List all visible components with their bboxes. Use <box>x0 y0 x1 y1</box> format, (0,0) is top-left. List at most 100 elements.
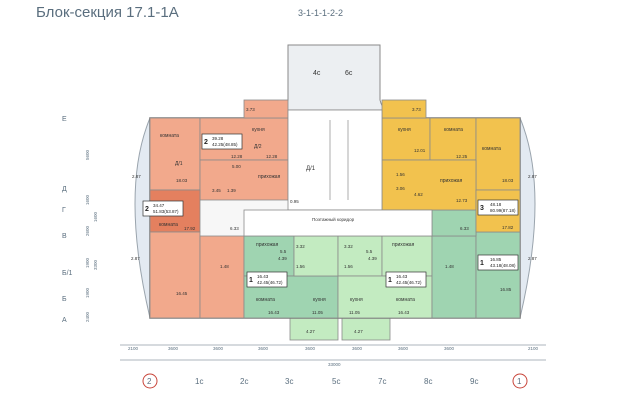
apt-mid-right-room-label: комната <box>396 297 415 303</box>
apt-mid-right-bath-area: 4.39 <box>368 256 377 261</box>
bottom-dims: 2100 3600 3600 3600 3600 3600 3600 3600 … <box>128 346 539 367</box>
apt-mid-left-area-total: 42.45(46.72) <box>257 280 283 285</box>
left-dim-6: 3300 <box>93 259 98 270</box>
apt-right-top-room3-area: 17.82 <box>502 225 514 230</box>
apt-mid-left-bath3-area: 1.56 <box>296 264 305 269</box>
apt-left-top-side-balcony: 2.87 <box>132 174 141 179</box>
axis-col-2c: 2с <box>240 377 248 386</box>
apt-mid-left-wc-area: 1.48 <box>220 264 229 269</box>
bottom-dim-9: 2100 <box>528 346 539 351</box>
apt-left-top-kitchen2-area: 12.28 <box>266 154 278 159</box>
apt-right-top-balcony <box>381 99 427 119</box>
apt-right-top-kitchen <box>381 117 431 161</box>
apt-mid-right-room-area: 16.43 <box>398 310 410 315</box>
apt-right-bottom-room-area: 16.85 <box>500 287 512 292</box>
apt-left-top-hall-area: 5.00 <box>232 164 241 169</box>
core-label: Д/1 <box>306 166 316 172</box>
apt-left-top-badge <box>201 133 243 150</box>
apt-left-top-hall <box>199 159 289 201</box>
apt-right-top-kitchen-area: 12.01 <box>414 148 426 153</box>
bottom-balcony-right <box>341 317 391 341</box>
stair-tower <box>285 44 387 111</box>
bottom-dim-1: 2100 <box>128 346 139 351</box>
right-bay-window <box>519 117 536 319</box>
apt-mid-left-balcony-area: 4.27 <box>306 329 315 334</box>
axis-row-b: Б <box>62 296 67 303</box>
axis-col-1: 1 <box>517 377 522 386</box>
apt-right-bottom-side-balcony: 2.87 <box>528 256 537 261</box>
apt-mid-right-badge <box>385 271 427 288</box>
left-bay-window <box>134 117 151 319</box>
apt-left-top-d2: Д/2 <box>254 144 262 150</box>
axis-row-v: В <box>62 233 67 240</box>
apt-right-top-room2-area: 12.25 <box>456 154 468 159</box>
apt-mid-right-kitchen-area: 11.05 <box>349 310 360 315</box>
bottom-dim-4: 3600 <box>258 346 269 351</box>
apt-mid-left-bath-area: 4.39 <box>278 256 287 261</box>
apt-right-bottom-area-main: 16.85 <box>490 257 502 262</box>
apt-mid-left-hall-label: прихожая <box>256 242 279 248</box>
axis-col-9c: 9с <box>470 377 478 386</box>
apt-right-top-area-total: 80.99(87.18) <box>490 208 516 213</box>
axis-row-g: Г <box>62 207 66 214</box>
apt-right-top-bath-area: 3.06 <box>396 186 405 191</box>
apt-left-mid-room-area: 17.92 <box>184 226 196 231</box>
apt-left-top-wc-area: 1.39 <box>227 188 236 193</box>
apt-left-top-d1: Д/1 <box>175 161 183 167</box>
bottom-dim-3: 3600 <box>213 346 224 351</box>
apt-mid-right-hall-area: 5.5 <box>366 249 373 254</box>
apt-left-mid-area-main: 34.47 <box>153 203 165 208</box>
apt-right-top-kitchen-label: кухня <box>398 127 411 133</box>
apt-left-top-room <box>149 117 201 191</box>
apt-right-top-badge <box>477 199 519 216</box>
apt-left-mid-room2-area: 16.45 <box>176 291 188 296</box>
apt-right-top-hall-label: прихожая <box>440 178 463 184</box>
apt-left-mid-room-label: комната <box>159 222 178 228</box>
axis-circle-2 <box>142 373 158 389</box>
sheet-title: Блок-секция 17.1-1А <box>36 4 179 21</box>
apt-left-mid-kitchen <box>199 235 245 319</box>
apt-left-top-area-main: 39.28 <box>212 136 224 141</box>
axis-col-2: 2 <box>147 377 152 386</box>
left-dim-2: 1600 <box>85 194 90 205</box>
axis-col-8c: 8с <box>424 377 432 386</box>
bottom-dim-total: 33000 <box>328 362 341 367</box>
left-dim-1: 5600 <box>85 149 90 160</box>
bottom-dim-6: 3600 <box>352 346 363 351</box>
bottom-axis: 2 1с 2с 3с 5с 7с 8с 9с 1 <box>142 373 528 389</box>
axis-row-e: Е <box>62 116 67 123</box>
stair-label-6c: 6с <box>345 70 353 77</box>
apt-right-top-room2-label: комната <box>444 127 463 133</box>
corridor <box>243 209 433 237</box>
apt-left-top-bath-area: 3.45 <box>212 188 221 193</box>
apt-right-top-small-area: 1.56 <box>396 172 405 177</box>
axis-row-a: А <box>62 317 67 324</box>
apt-mid-left-hall-area: 5.5 <box>280 249 287 254</box>
apt-mid-left-badge <box>246 271 288 288</box>
apt-right-top-wc-area: 4.62 <box>414 192 423 197</box>
apt-left-top-kitchen-label: кухня <box>252 127 265 133</box>
apt-mid-left-kitchen-area: 11.05 <box>312 310 323 315</box>
left-dims: 5600 1600 1600 2600 1900 3300 1900 2400 <box>85 149 98 322</box>
bottom-dim-8: 3600 <box>444 346 455 351</box>
apt-mid-left-kitchen-label: кухня <box>313 297 326 303</box>
apt-mid-left-room-area: 16.43 <box>268 310 280 315</box>
bottom-dim-5: 3600 <box>305 346 316 351</box>
apt-left-mid-side-balcony: 2.87 <box>131 256 140 261</box>
apt-left-top-kitchen-area: 12.28 <box>231 154 243 159</box>
axis-col-1c: 1с <box>195 377 203 386</box>
apt-mid-right-hall-label: прихожая <box>392 242 415 248</box>
apt-right-bottom-room <box>475 231 521 319</box>
apt-right-bottom-badge <box>477 254 519 271</box>
apt-right-bottom-hall <box>431 235 477 319</box>
apt-left-mid-lobby-area: 6.33 <box>230 226 239 231</box>
apt-left-top-hall-label: прихожая <box>258 174 281 180</box>
apt-mid-right-kitchen-label: кухня <box>350 297 363 303</box>
left-dim-7: 1900 <box>85 287 90 298</box>
bottom-dim-2: 3600 <box>168 346 179 351</box>
apt-left-mid-room2 <box>149 231 201 319</box>
axis-row-b1: Б/1 <box>62 270 73 277</box>
apt-mid-right-area-main: 16.43 <box>396 274 408 279</box>
apt-right-top-hall-area: 12.73 <box>456 198 468 203</box>
